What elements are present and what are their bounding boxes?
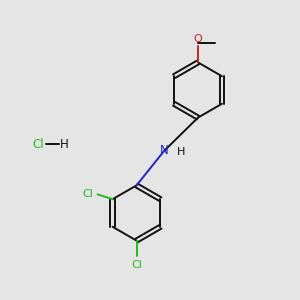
- Text: Cl: Cl: [32, 137, 44, 151]
- Text: O: O: [194, 34, 202, 44]
- Text: Cl: Cl: [131, 260, 142, 269]
- Text: H: H: [59, 137, 68, 151]
- Text: H: H: [176, 147, 185, 158]
- Text: Cl: Cl: [83, 189, 94, 199]
- Text: N: N: [160, 144, 169, 157]
